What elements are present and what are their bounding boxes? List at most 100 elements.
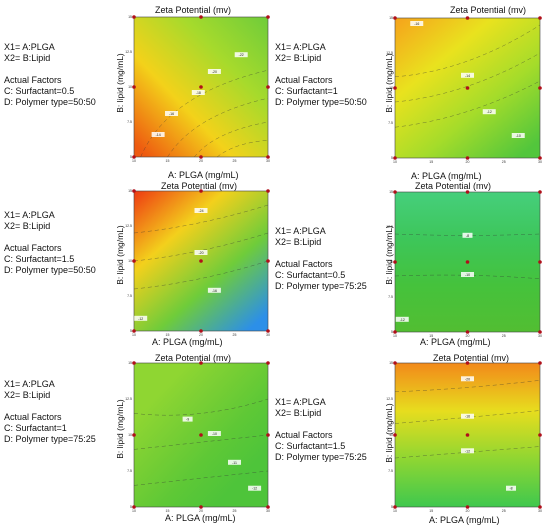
contour-label: -10 — [465, 273, 470, 277]
y-tick-label: 15 — [128, 15, 132, 19]
x-tick-label: 25 — [502, 334, 506, 338]
legend-x1: X1= A:PLGA — [4, 379, 55, 389]
design-point — [132, 329, 136, 333]
y-tick-label: 7.5 — [388, 121, 393, 125]
legend-c: C: Surfactant=1.5 — [275, 441, 346, 451]
y-tick-label: 7.5 — [127, 294, 132, 298]
chart-title: Zeta Potential (mv) — [415, 181, 492, 191]
design-point — [199, 433, 203, 437]
legend-d: D: Polymer type=75:25 — [275, 452, 367, 462]
x-tick-label: 15 — [166, 333, 170, 337]
design-point — [538, 505, 542, 509]
x-tick-label: 30 — [538, 334, 542, 338]
contour-label-box — [165, 111, 179, 116]
contour-plot-3: Zeta Potential (mv) B: lipid (mg/mL) -24… — [115, 180, 278, 350]
y-tick-label: 7.5 — [388, 469, 393, 473]
contour-label: -10 — [212, 432, 217, 436]
x-tick-label: 30 — [538, 509, 542, 513]
design-point — [199, 155, 203, 159]
legend-d: D: Polymer type=50:50 — [4, 265, 96, 275]
contour-line — [194, 121, 269, 158]
design-point — [465, 190, 470, 194]
design-point — [199, 329, 203, 333]
x-tick-label: 25 — [233, 159, 237, 163]
design-point — [465, 260, 470, 264]
design-point — [266, 85, 270, 89]
legend-header: Actual Factors — [275, 75, 333, 85]
contour-label: -16 — [414, 22, 419, 26]
chart-title: Zeta Potential (mv) — [450, 5, 527, 15]
contour-line — [133, 434, 269, 450]
x-axis-label: A: PLGA (mg/mL) — [168, 170, 239, 180]
x-tick-label: 15 — [429, 334, 433, 338]
x-tick-label: 10 — [132, 159, 136, 163]
x-tick-label: 15 — [166, 159, 170, 163]
contour-plot-6: Zeta Potential (mv) B: lipid (mg/mL) -20… — [384, 353, 545, 529]
contour-svg: -22 -20 -18 -16 -14 10 15 20 25 30 5 7.5 10 12.5 15 — [125, 15, 270, 163]
chart-title: Zeta Potential (mv) — [433, 353, 510, 363]
factor-legend-2: X1= A:PLGA X2= B:Lipid Actual Factors C:… — [275, 42, 367, 108]
contour-label-box — [511, 133, 525, 138]
x-tick-label: 20 — [199, 159, 203, 163]
x-tick-label: 20 — [466, 334, 470, 338]
y-tick-label: 5 — [391, 505, 393, 509]
contour-svg: -8 -10 -12 10 15 20 25 30 5 7.5 10 12.5 15 — [386, 190, 542, 338]
design-point — [393, 330, 397, 334]
contour-line — [133, 398, 269, 416]
design-point — [132, 155, 136, 159]
y-tick-label: 15 — [128, 361, 132, 365]
y-tick-label: 12.5 — [386, 51, 393, 55]
contour-line — [133, 204, 269, 234]
contour-label-box — [207, 431, 221, 436]
x-tick-label: 25 — [233, 333, 237, 337]
design-point — [393, 433, 397, 437]
legend-d: D: Polymer type=50:50 — [4, 97, 96, 107]
y-tick-label: 10 — [128, 85, 132, 89]
x-tick-label: 20 — [466, 160, 470, 164]
design-point — [132, 85, 136, 89]
legend-x1: X1= A:PLGA — [4, 42, 55, 52]
contour-plot-1: Zeta Potential (mv) B: lipid (mg/mL) -22… — [115, 5, 278, 185]
contour-label: -11 — [232, 461, 237, 465]
y-tick-label: 15 — [128, 189, 132, 193]
contour-label: -12 — [465, 449, 470, 453]
y-tick-label: 5 — [130, 329, 132, 333]
contour-label-box — [194, 250, 208, 255]
design-point — [465, 505, 470, 509]
design-point — [393, 16, 397, 20]
y-tick-label: 12.5 — [125, 50, 132, 54]
x-tick-label: 25 — [233, 509, 237, 513]
contour-label-box — [461, 413, 474, 419]
x-tick-label: 30 — [266, 509, 270, 513]
design-point — [393, 156, 397, 160]
design-point — [199, 361, 203, 365]
contour-label-box — [207, 287, 221, 293]
x-tick-label: 20 — [199, 333, 203, 337]
x-axis-label: A: PLGA (mg/mL) — [152, 337, 223, 347]
legend-d: D: Polymer type=75:25 — [4, 434, 96, 444]
contour-label-box — [461, 272, 474, 277]
legend-x2: X2= B:Lipid — [275, 237, 322, 247]
contour-svg: -20 -16 -12 -8 10 15 20 25 30 5 7.5 10 12.5 15 — [386, 361, 542, 513]
design-point — [266, 505, 270, 509]
y-tick-label: 10 — [389, 260, 393, 264]
contour-label: -9 — [186, 418, 189, 422]
design-point — [465, 330, 470, 334]
x-tick-label: 30 — [266, 333, 270, 337]
chart-title: Zeta Potential (mv) — [155, 5, 232, 15]
x-tick-label: 10 — [132, 333, 136, 337]
x-axis-label: A: PLGA (mg/mL) — [420, 337, 491, 347]
contour-line — [394, 24, 541, 78]
design-point — [465, 433, 470, 437]
x-tick-label: 20 — [199, 509, 203, 513]
design-point — [132, 361, 136, 365]
contour-line — [133, 470, 269, 486]
legend-x2: X2= B:Lipid — [4, 221, 51, 231]
design-point — [132, 505, 136, 509]
chart-title: Zeta Potential (mv) — [161, 181, 238, 191]
x-tick-label: 30 — [266, 159, 270, 163]
design-point — [266, 433, 270, 437]
y-tick-label: 10 — [389, 433, 393, 437]
legend-c: C: Surfactant=1 — [4, 423, 67, 433]
x-axis-label: A: PLGA (mg/mL) — [429, 515, 500, 525]
